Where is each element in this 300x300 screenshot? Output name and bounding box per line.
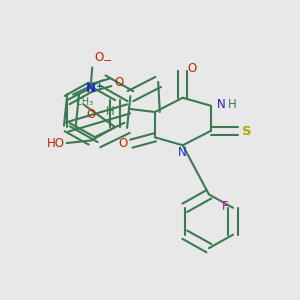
Text: N: N [178, 146, 187, 159]
Text: H: H [228, 98, 237, 111]
Text: O: O [95, 51, 104, 64]
Text: −: − [103, 56, 112, 66]
Text: N: N [85, 82, 96, 94]
Text: S: S [242, 124, 252, 137]
Text: F: F [221, 200, 228, 213]
Text: HO: HO [47, 136, 65, 149]
Text: N: N [216, 98, 225, 111]
Text: CH₃: CH₃ [75, 98, 93, 107]
Text: O: O [118, 137, 128, 150]
Text: O: O [114, 76, 123, 89]
Text: O: O [86, 108, 96, 121]
Text: H: H [106, 105, 115, 118]
Text: +: + [95, 82, 102, 91]
Text: O: O [188, 62, 197, 75]
